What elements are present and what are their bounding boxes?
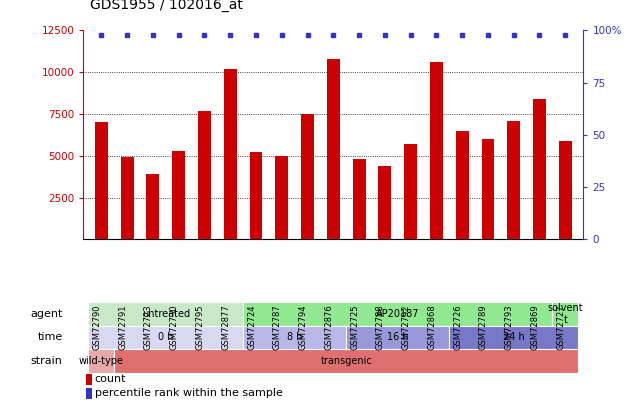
Text: untreated: untreated xyxy=(142,309,190,319)
Text: 16 h: 16 h xyxy=(387,333,408,342)
Bar xyxy=(121,158,133,239)
Text: GSM72726: GSM72726 xyxy=(453,304,462,350)
Text: GSM72724: GSM72724 xyxy=(247,304,256,350)
FancyBboxPatch shape xyxy=(346,326,449,349)
Text: GSM72787: GSM72787 xyxy=(273,304,282,350)
Bar xyxy=(404,144,417,239)
Text: solvent
t: solvent t xyxy=(547,303,583,325)
Bar xyxy=(327,59,340,239)
Bar xyxy=(533,99,546,239)
Bar xyxy=(198,111,211,239)
Bar xyxy=(224,69,237,239)
Bar xyxy=(481,139,494,239)
Bar xyxy=(147,174,160,239)
FancyBboxPatch shape xyxy=(449,326,578,349)
Text: transgenic: transgenic xyxy=(320,356,372,366)
FancyBboxPatch shape xyxy=(243,326,346,349)
Bar xyxy=(249,152,262,239)
Text: wild-type: wild-type xyxy=(79,356,124,366)
Text: GSM72723: GSM72723 xyxy=(144,304,153,350)
Text: GSM72869: GSM72869 xyxy=(531,304,540,350)
Text: GSM72791: GSM72791 xyxy=(118,304,127,350)
Bar xyxy=(430,62,443,239)
FancyBboxPatch shape xyxy=(114,349,578,373)
Text: GSM72730: GSM72730 xyxy=(170,304,179,350)
Text: GSM72727: GSM72727 xyxy=(556,304,565,350)
Bar xyxy=(172,151,185,239)
Bar xyxy=(87,388,92,399)
Text: GSM72795: GSM72795 xyxy=(196,304,204,350)
FancyBboxPatch shape xyxy=(88,326,243,349)
Bar xyxy=(276,156,288,239)
Text: GSM72788: GSM72788 xyxy=(376,304,385,350)
FancyBboxPatch shape xyxy=(243,302,553,326)
Bar xyxy=(456,131,469,239)
Text: 0 h: 0 h xyxy=(158,333,174,342)
FancyBboxPatch shape xyxy=(88,349,114,373)
Text: AP20187: AP20187 xyxy=(376,309,419,319)
Text: GSM72790: GSM72790 xyxy=(92,304,101,350)
Bar xyxy=(95,122,108,239)
FancyBboxPatch shape xyxy=(553,302,578,326)
Bar xyxy=(507,121,520,239)
Text: GSM72877: GSM72877 xyxy=(221,304,230,350)
Text: count: count xyxy=(95,374,126,384)
Text: GSM72789: GSM72789 xyxy=(479,304,488,350)
Text: GSM72725: GSM72725 xyxy=(350,304,359,350)
Text: time: time xyxy=(37,333,63,342)
Text: GSM72792: GSM72792 xyxy=(402,304,411,350)
Text: agent: agent xyxy=(30,309,63,319)
Text: strain: strain xyxy=(31,356,63,366)
Text: GSM72794: GSM72794 xyxy=(299,304,308,350)
Bar xyxy=(378,166,391,239)
Bar xyxy=(87,374,92,384)
Text: GSM72868: GSM72868 xyxy=(428,304,437,350)
Text: 24 h: 24 h xyxy=(503,333,524,342)
Text: GSM72876: GSM72876 xyxy=(324,304,333,350)
Text: GDS1955 / 102016_at: GDS1955 / 102016_at xyxy=(90,0,242,12)
Text: 8 h: 8 h xyxy=(287,333,303,342)
Bar xyxy=(301,114,314,239)
Bar xyxy=(559,141,572,239)
Text: percentile rank within the sample: percentile rank within the sample xyxy=(95,388,283,398)
Bar xyxy=(353,159,365,239)
FancyBboxPatch shape xyxy=(88,302,243,326)
Text: GSM72793: GSM72793 xyxy=(504,304,513,350)
